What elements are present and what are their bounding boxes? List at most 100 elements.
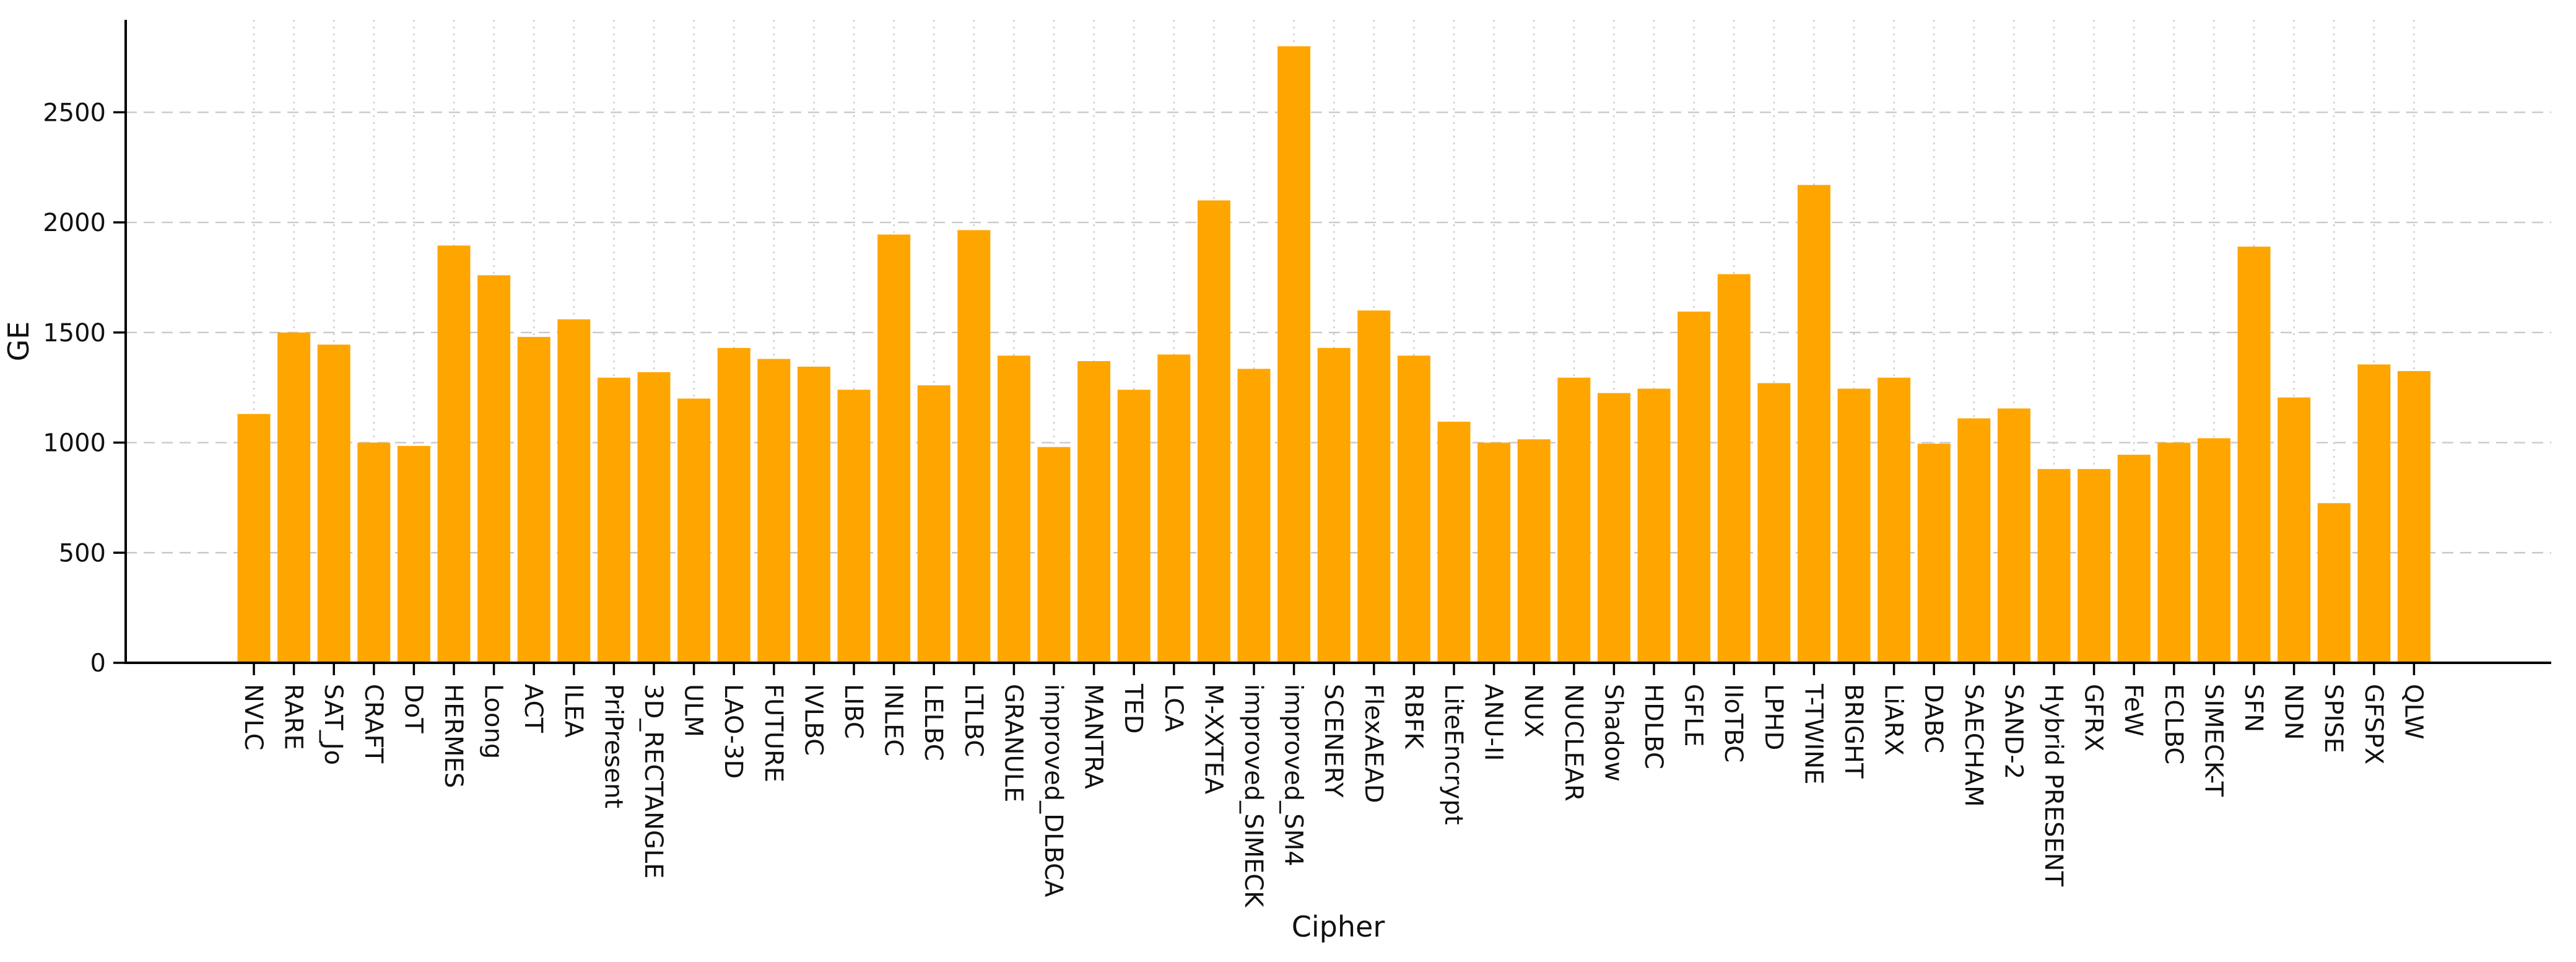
x-tick-label: GRANULE xyxy=(999,684,1027,802)
bar xyxy=(1677,312,1711,663)
bar xyxy=(1597,393,1630,663)
x-tick-label: NUX xyxy=(1519,684,1547,738)
bar xyxy=(2317,503,2351,663)
x-tick-label: improved_SIMECK xyxy=(1239,684,1268,908)
x-tick-label: IIoTBC xyxy=(1719,684,1747,763)
x-tick-label: SAECHAM xyxy=(1959,684,1988,807)
bar xyxy=(1757,383,1791,663)
x-tick-label: SPISE xyxy=(2319,684,2348,753)
bar xyxy=(1317,348,1351,663)
x-tick-label: ILEA xyxy=(559,684,588,738)
bar xyxy=(837,390,871,663)
bar xyxy=(917,385,951,663)
x-tick-label: SIMECK-T xyxy=(2199,684,2227,797)
y-tick-label: 0 xyxy=(90,649,106,678)
bar xyxy=(1077,361,1111,663)
bar xyxy=(597,377,630,663)
bar xyxy=(517,336,550,663)
x-tick-label: IVLBC xyxy=(799,684,827,756)
bar xyxy=(1437,421,1471,663)
x-tick-label: LCA xyxy=(1159,684,1188,732)
x-tick-label: T-TWINE xyxy=(1799,683,1827,785)
y-tick-label: 1500 xyxy=(43,319,106,348)
bars xyxy=(237,46,2430,663)
x-tick-label: GFRX xyxy=(2079,684,2108,751)
bar xyxy=(557,319,591,663)
bar xyxy=(357,442,391,663)
bar xyxy=(1797,185,1830,663)
bar xyxy=(2037,469,2071,663)
bar xyxy=(1397,356,1430,663)
x-tick-label: ACT xyxy=(519,684,547,733)
x-tick-label: FeW xyxy=(2119,684,2147,737)
x-tick-label: RBFK xyxy=(1399,684,1427,750)
x-tick-label: DABC xyxy=(1919,684,1947,753)
bar xyxy=(1997,408,2030,663)
x-tick-label: GFSPX xyxy=(2359,684,2388,764)
bar xyxy=(1637,388,1671,663)
x-tick-label: FUTURE xyxy=(759,684,788,782)
y-tick-label: 2500 xyxy=(43,98,106,127)
x-tick-label: NUCLEAR xyxy=(1559,684,1588,802)
x-tick-label: LIBC xyxy=(839,684,868,739)
bar xyxy=(1237,369,1271,663)
x-tick-label: LiARX xyxy=(1879,684,1908,756)
bar xyxy=(677,398,711,663)
bar xyxy=(2278,397,2311,663)
x-tick-label: INLEC xyxy=(879,684,908,756)
bar xyxy=(1157,354,1191,663)
bar xyxy=(1197,200,1230,663)
bar xyxy=(1837,388,1871,663)
bar xyxy=(717,348,751,663)
x-tick-label: ANU-II xyxy=(1479,684,1508,761)
x-tick-label: CRAFT xyxy=(359,684,388,764)
bar xyxy=(1957,418,1991,663)
bar xyxy=(477,275,511,663)
bar xyxy=(1117,390,1151,663)
bar xyxy=(277,332,311,663)
bar xyxy=(877,234,911,663)
x-tick-label: M-XXTEA xyxy=(1199,684,1227,795)
x-tick-label: improved_DLBCA xyxy=(1039,684,1068,898)
x-tick-label: GFLE xyxy=(1679,684,1708,747)
bar xyxy=(1917,444,1951,663)
bar xyxy=(1037,447,1071,663)
bar xyxy=(2237,247,2271,663)
x-tick-label: DoT xyxy=(399,684,427,733)
x-tick-label: NVLC xyxy=(239,684,268,751)
x-tick-label: improved_SM4 xyxy=(1279,684,1308,867)
x-tick-label: PriPresent xyxy=(599,684,627,808)
y-tick-label: 2000 xyxy=(43,209,106,237)
bar xyxy=(757,359,791,663)
bar xyxy=(2397,370,2430,663)
x-tick-label: RARE xyxy=(279,684,308,750)
axes xyxy=(113,20,2551,675)
x-tick-label: SAND-2 xyxy=(1999,684,2027,779)
y-axis-label: GE xyxy=(2,321,35,362)
bar xyxy=(2357,364,2391,663)
y-tick-label: 500 xyxy=(59,539,106,567)
x-tick-label: TED xyxy=(1119,683,1147,734)
x-tick-label: LTLBC xyxy=(959,684,988,757)
x-tick-label: QLW xyxy=(2399,684,2427,740)
bar xyxy=(1517,439,1551,663)
x-tick-label: BRIGHT xyxy=(1839,684,1868,779)
x-axis-label: Cipher xyxy=(1292,910,1385,943)
bar xyxy=(2157,442,2191,663)
x-tick-label: SAT_Jo xyxy=(319,684,347,765)
x-tick-label: LPHD xyxy=(1759,684,1788,750)
bar xyxy=(317,344,350,663)
bar xyxy=(397,445,430,663)
bar xyxy=(1878,377,1911,663)
bar xyxy=(2078,469,2111,663)
x-tick-label: HERMES xyxy=(439,684,468,788)
x-tick-label: SFN xyxy=(2239,684,2268,732)
bar xyxy=(2117,455,2151,663)
x-tick-label: Loong xyxy=(479,684,508,759)
y-tick-label: 1000 xyxy=(43,429,106,458)
x-tick-label: SCENERY xyxy=(1319,684,1347,798)
x-tick-label: LAO-3D xyxy=(719,684,747,779)
tick-labels: 0 500 1000 1500 2000 2500 NVLC RARE SAT_Jo CRAFT D… xyxy=(43,98,2427,908)
